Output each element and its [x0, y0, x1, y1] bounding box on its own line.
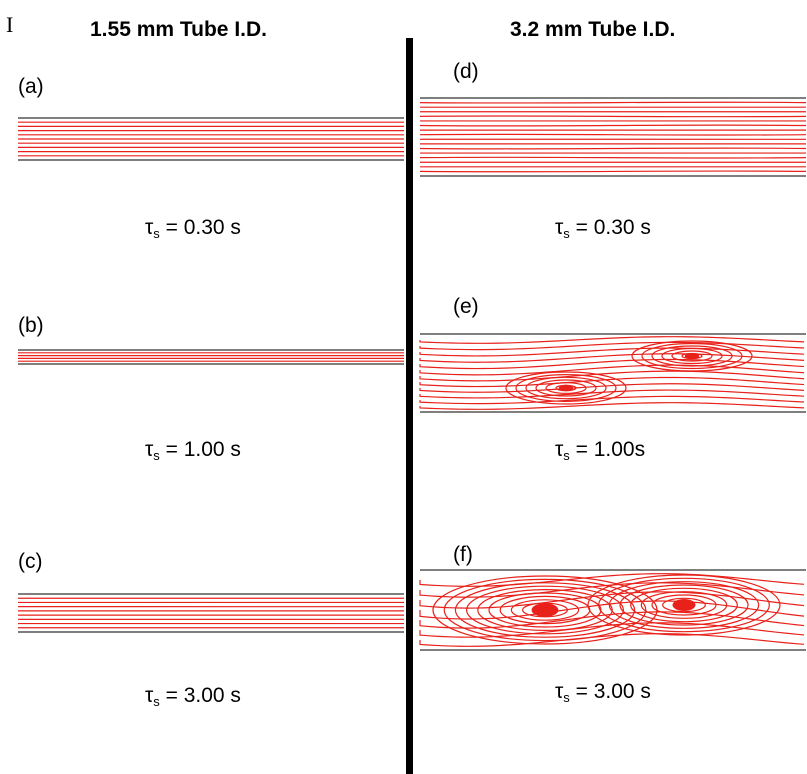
vortex-core — [684, 353, 700, 359]
streamline — [419, 376, 805, 388]
streamline — [419, 358, 805, 370]
vortex-ring — [535, 379, 597, 397]
vortex-ring — [510, 599, 580, 621]
vortex-ring — [651, 345, 733, 367]
column-title-left: 1.55 mm Tube I.D. — [90, 18, 267, 41]
tau-caption-e: τs = 1.00s — [555, 438, 646, 463]
vortex-ring — [681, 352, 703, 360]
streamline-plot-a — [17, 117, 405, 161]
streamline — [419, 170, 807, 173]
vortex-ring — [477, 589, 613, 631]
vortex-ring — [443, 578, 647, 642]
vortex-ring — [608, 581, 760, 629]
vortex-core — [531, 603, 559, 617]
vortex-ring — [671, 350, 713, 362]
vortex-ring — [454, 582, 636, 638]
streamline — [419, 591, 805, 609]
streamline-plot-f — [419, 569, 806, 651]
streamline — [419, 133, 807, 136]
vortex-ring — [662, 597, 706, 613]
streamline — [419, 156, 807, 159]
streamline — [419, 353, 805, 363]
vortex-ring — [619, 584, 749, 626]
streamline — [419, 573, 805, 587]
vortex-ring — [555, 384, 577, 392]
streamline — [419, 138, 807, 141]
streamline — [419, 364, 805, 376]
vortex-ring — [661, 347, 723, 365]
panel-label-e: (e) — [453, 295, 479, 318]
streamline — [419, 389, 805, 399]
vortex-ring — [641, 342, 743, 370]
streamline-plot-c — [17, 593, 405, 633]
vortex-ring — [465, 585, 625, 635]
streamline — [419, 341, 805, 351]
panel-label-d: (d) — [453, 60, 479, 83]
vortex-ring — [488, 592, 602, 628]
vortex-ring — [651, 594, 717, 616]
panel-label-a: (a) — [18, 75, 44, 98]
vortex-ring — [515, 374, 617, 402]
vortex-core — [672, 599, 696, 611]
tau-caption-b: τs = 1.00 s — [145, 438, 241, 463]
vortex-ring — [505, 371, 627, 405]
vortex-ring — [631, 340, 753, 372]
corner-mark: I — [6, 12, 14, 37]
streamline — [419, 633, 805, 647]
tau-caption-f: τs = 3.00 s — [555, 680, 651, 705]
vortex-core — [558, 384, 574, 392]
streamline — [419, 347, 805, 357]
streamline — [17, 597, 405, 600]
streamline — [17, 618, 405, 621]
vortex-ring — [525, 376, 607, 400]
vortex-ring — [630, 587, 738, 623]
streamline-plot-e — [419, 333, 806, 413]
streamline — [419, 582, 805, 598]
tau-caption-a: τs = 0.30 s — [145, 216, 241, 241]
streamline — [419, 101, 807, 104]
streamline — [419, 402, 805, 410]
streamline — [419, 110, 807, 113]
column-title-right: 3.2 mm Tube I.D. — [510, 18, 676, 41]
streamline — [419, 115, 807, 118]
panel-label-b: (b) — [18, 314, 44, 337]
vortex-ring — [598, 577, 770, 633]
streamline — [419, 370, 805, 382]
vortex-ring — [587, 574, 781, 636]
streamline — [419, 395, 805, 405]
tau-caption-c: τs = 3.00 s — [145, 684, 241, 709]
streamline — [17, 626, 405, 629]
vortex-ring — [521, 602, 569, 618]
streamline-plot-d — [419, 97, 807, 177]
panel-label-f: (f) — [453, 543, 473, 566]
streamline — [419, 600, 805, 620]
streamline — [419, 161, 807, 164]
streamline — [419, 165, 807, 168]
streamline — [419, 336, 805, 344]
streamline — [419, 147, 807, 150]
panel-label-c: (c) — [18, 550, 43, 573]
column-divider — [406, 38, 413, 774]
vortex-ring — [545, 382, 587, 394]
streamline-plot-b — [18, 349, 404, 365]
vortex-ring — [640, 591, 728, 619]
streamline — [419, 383, 805, 393]
tau-caption-d: τs = 0.30 s — [555, 216, 651, 241]
streamline — [17, 609, 405, 612]
streamline — [419, 124, 807, 127]
